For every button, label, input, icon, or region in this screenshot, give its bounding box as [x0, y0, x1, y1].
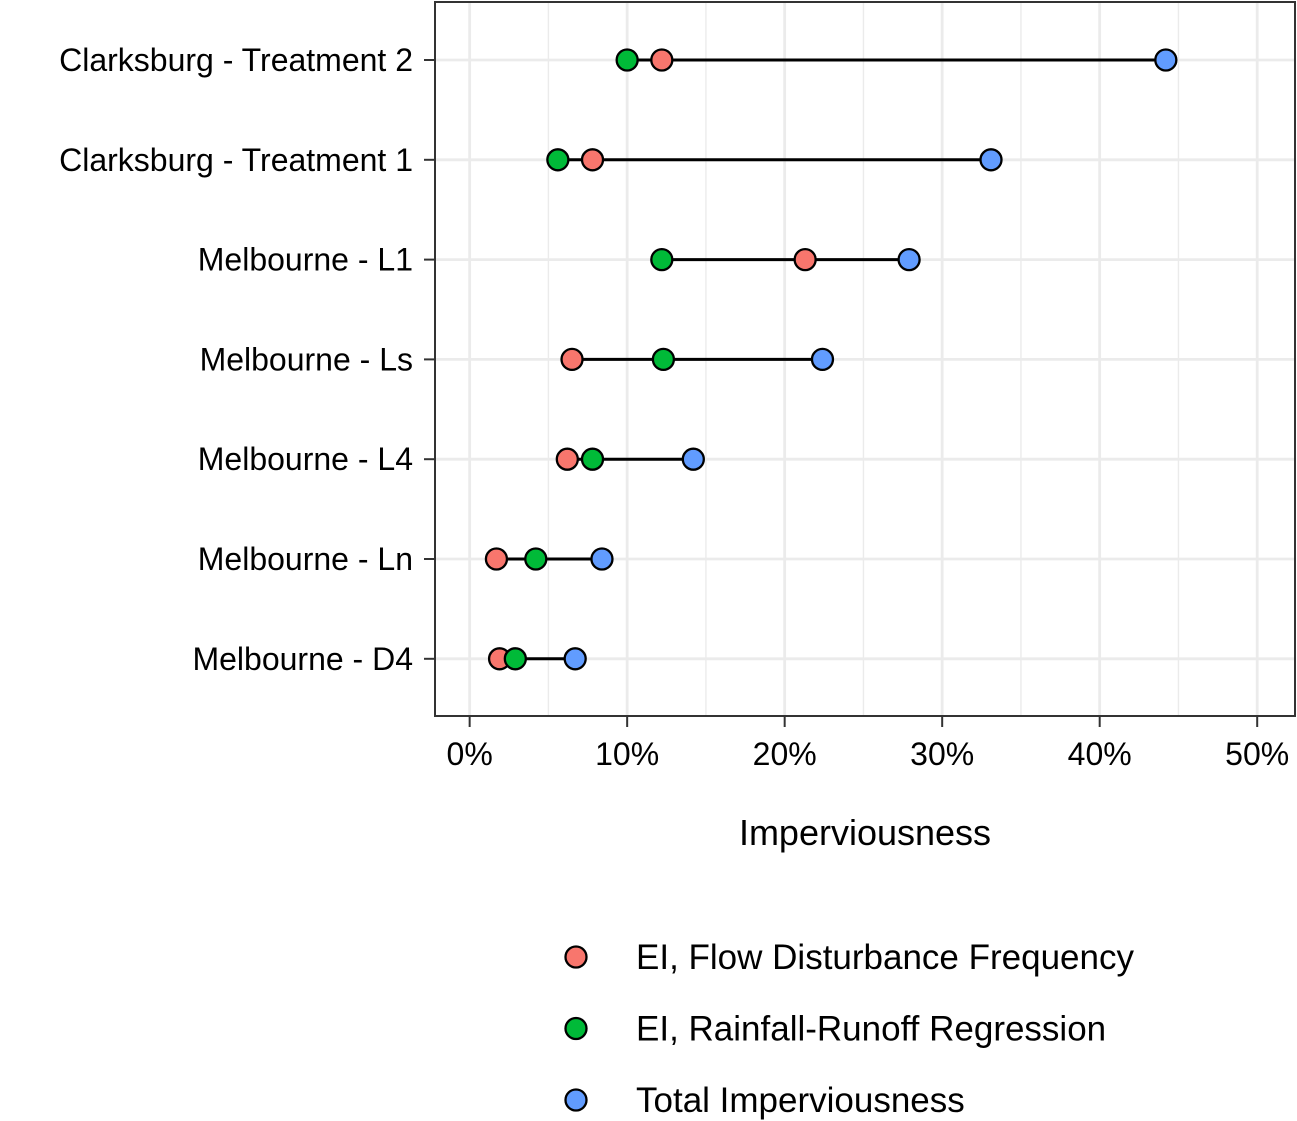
data-points [484, 48, 1178, 671]
data-point [590, 547, 614, 571]
x-tick-label: 50% [1225, 736, 1289, 772]
data-point [580, 148, 605, 172]
y-axis: Clarksburg - Treatment 2 Clarksburg - Tre… [59, 42, 435, 677]
x-tick-label: 0% [447, 736, 493, 772]
y-tick-label: Melbourne - L1 [198, 242, 413, 278]
data-point [650, 48, 674, 72]
data-point [484, 547, 509, 571]
legend-key [564, 945, 588, 969]
data-point [563, 647, 587, 671]
data-point [546, 148, 570, 172]
x-tick-label: 40% [1068, 736, 1132, 772]
legend-key [564, 1088, 588, 1112]
data-point [560, 347, 584, 372]
data-point [897, 247, 921, 272]
legend-label: EI, Flow Disturbance Frequency [636, 938, 1134, 977]
data-point [979, 148, 1003, 172]
legend: EI, Flow Disturbance Frequency EI, Rainfa… [564, 938, 1134, 1120]
data-point [650, 247, 674, 272]
data-point [793, 247, 817, 272]
y-tick-label: Melbourne - Ls [200, 341, 413, 377]
y-tick-label: Melbourne - L4 [198, 441, 413, 477]
data-point [524, 547, 548, 571]
data-point [810, 347, 835, 372]
x-axis-title: Imperviousness [739, 812, 991, 853]
data-point [681, 447, 705, 471]
data-point [651, 347, 676, 372]
data-point [503, 647, 527, 671]
data-point [1154, 48, 1178, 72]
data-point [580, 447, 605, 471]
x-tick-label: 20% [753, 736, 817, 772]
y-tick-label: Melbourne - D4 [192, 641, 413, 677]
range-segments [496, 58, 1166, 661]
data-point [555, 447, 579, 471]
y-tick-label: Clarksburg - Treatment 2 [59, 42, 413, 78]
y-tick-label: Melbourne - Ln [198, 541, 413, 577]
data-point [615, 48, 639, 72]
y-tick-label: Clarksburg - Treatment 1 [59, 142, 413, 178]
legend-label: EI, Rainfall-Runoff Regression [636, 1010, 1106, 1049]
x-tick-label: 10% [595, 736, 659, 772]
legend-label: Total Imperviousness [636, 1081, 965, 1120]
x-axis: 0% 10% 20% 30% 40% 50% [447, 716, 1289, 772]
x-tick-label: 30% [910, 736, 974, 772]
legend-key [564, 1016, 588, 1041]
